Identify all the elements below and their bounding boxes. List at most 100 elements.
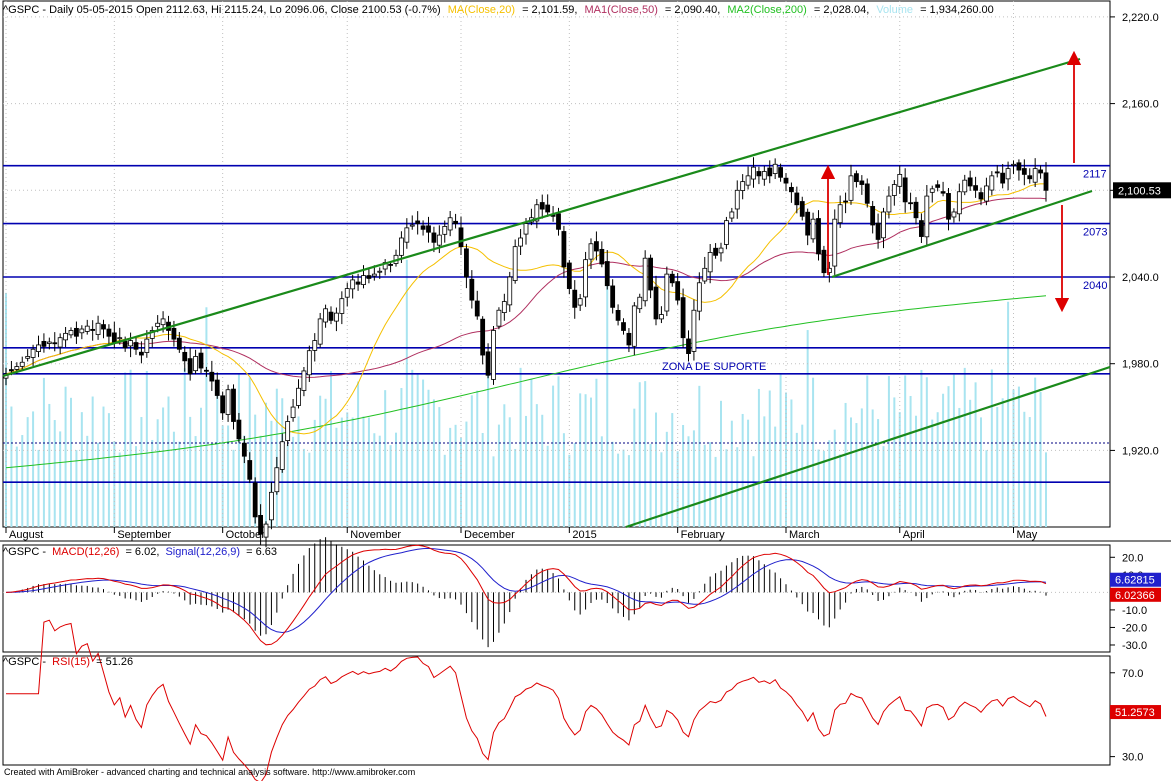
volume-bar xyxy=(844,402,847,527)
candle xyxy=(355,273,361,291)
candle xyxy=(680,288,686,349)
candle xyxy=(767,160,773,184)
candle xyxy=(312,333,318,362)
candle xyxy=(388,261,393,273)
candle xyxy=(36,335,41,358)
volume-bar xyxy=(552,385,555,527)
ma50-value: = 2,090.40, xyxy=(665,4,720,16)
candle xyxy=(669,270,675,287)
volume-bar xyxy=(682,424,685,527)
candle xyxy=(659,306,664,324)
price-tick-label: 2,040.0 xyxy=(1122,272,1159,284)
candle xyxy=(583,251,588,307)
level-label: 2040 xyxy=(1083,280,1107,292)
volume-bar xyxy=(178,441,181,527)
candle xyxy=(908,192,913,210)
volume-bar xyxy=(384,390,387,527)
candle xyxy=(41,333,47,353)
volume-bar xyxy=(15,446,18,527)
volume-bar xyxy=(915,415,917,527)
volume-bar xyxy=(357,381,360,527)
price-panel[interactable]: 2,220.02,160.02,100.02,040.01,980.01,920… xyxy=(0,0,1171,548)
volume-bar xyxy=(297,416,300,527)
candle xyxy=(621,318,626,335)
volume-bar xyxy=(97,442,100,527)
candle xyxy=(805,208,811,246)
volume-bar xyxy=(405,259,408,527)
candle xyxy=(285,415,291,447)
candle xyxy=(653,275,659,326)
candle xyxy=(512,239,518,284)
volume-bar xyxy=(286,444,289,527)
candle xyxy=(415,211,421,235)
rsi-header-prefix: ^GSPC - xyxy=(3,656,46,668)
candle xyxy=(187,347,193,381)
volume-bar xyxy=(1007,301,1010,527)
candle xyxy=(431,226,437,253)
candle xyxy=(258,504,263,545)
volume-bar xyxy=(692,430,695,527)
macd-tick-label: -10.0 xyxy=(1122,605,1147,617)
candle xyxy=(713,243,718,259)
volume-bar xyxy=(243,435,246,527)
channel-line xyxy=(831,189,1093,279)
candle xyxy=(539,194,545,219)
candle xyxy=(409,215,415,230)
volume-bar xyxy=(53,420,56,527)
candle xyxy=(209,360,215,392)
price-tick-label: 1,920.0 xyxy=(1122,445,1159,457)
candle xyxy=(220,391,226,420)
candle xyxy=(491,325,496,385)
candle xyxy=(599,241,605,268)
candle xyxy=(25,349,31,362)
volume-bar xyxy=(254,414,257,527)
volume-bar xyxy=(107,413,110,527)
candle xyxy=(534,199,540,229)
channel-line xyxy=(625,365,1111,529)
signal-label: Signal(12,26,9) xyxy=(165,546,240,558)
candle xyxy=(63,326,68,348)
candle xyxy=(897,165,903,194)
candle xyxy=(902,168,908,213)
volume-bar xyxy=(709,442,712,527)
candle xyxy=(913,197,919,225)
rsi-panel[interactable]: 70.0 30.0 51.2573 xyxy=(2,619,1161,781)
volume-bar xyxy=(1001,398,1004,527)
candle xyxy=(74,321,79,344)
candle xyxy=(198,347,204,374)
volume-bar xyxy=(1017,386,1020,527)
volume-bar xyxy=(985,450,988,527)
volume-bar xyxy=(351,417,354,527)
candle xyxy=(52,332,58,352)
volume-bar xyxy=(200,407,202,527)
candle xyxy=(464,243,469,289)
candle xyxy=(458,216,464,255)
volume-bar xyxy=(37,449,40,527)
candle xyxy=(940,181,946,197)
candle xyxy=(453,213,458,229)
candle xyxy=(344,282,350,307)
volume-label: Volume xyxy=(876,4,913,16)
volume-bar xyxy=(1028,417,1031,527)
volume-bar xyxy=(205,307,208,527)
candle xyxy=(236,412,242,443)
volume-bar xyxy=(156,419,159,527)
volume-bar xyxy=(725,449,728,527)
volume-bar xyxy=(568,454,571,527)
macd-line xyxy=(5,544,1047,646)
volume-bar xyxy=(665,431,668,527)
volume-bar xyxy=(698,385,701,527)
volume-bar xyxy=(378,435,381,527)
volume-bar xyxy=(519,367,522,527)
volume-bar xyxy=(757,388,760,527)
volume-bar xyxy=(259,435,262,527)
candle xyxy=(637,293,643,313)
volume-bar xyxy=(432,399,435,527)
candle xyxy=(231,384,236,430)
candle xyxy=(290,399,296,422)
volume-bar xyxy=(806,330,809,527)
candle xyxy=(810,212,816,243)
volume-bar xyxy=(427,389,430,527)
